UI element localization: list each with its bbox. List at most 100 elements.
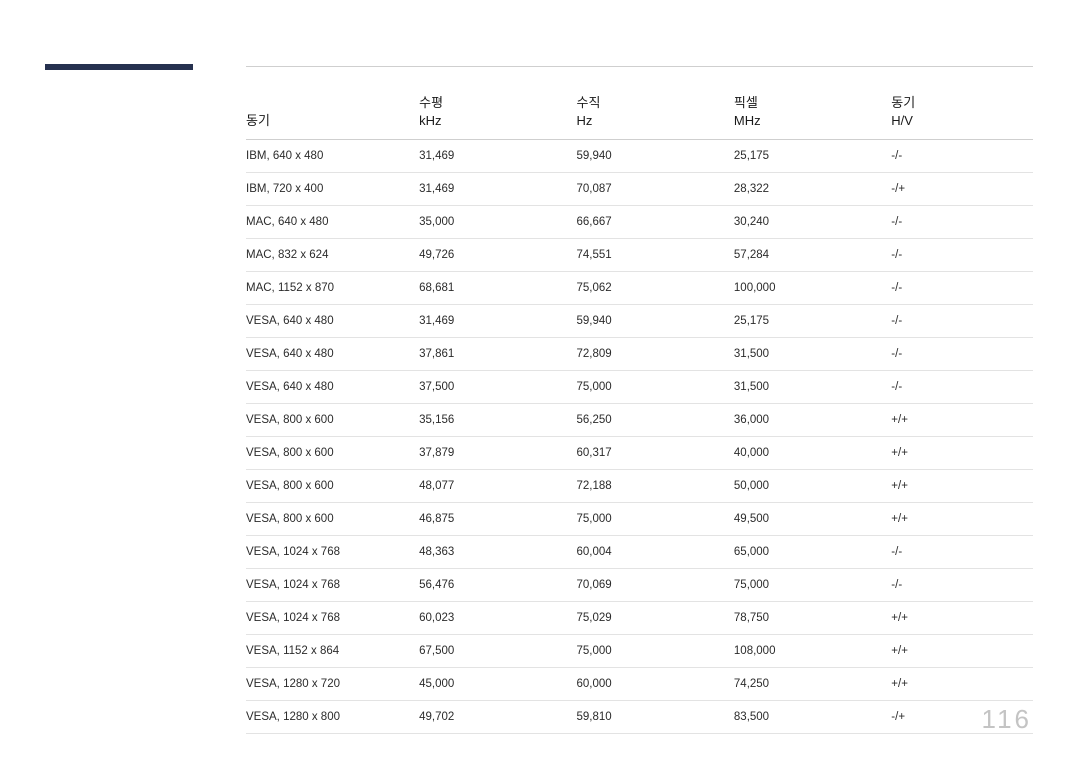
cell-pixel: 40,000 [734, 437, 891, 470]
cell-vertical: 75,000 [577, 503, 734, 536]
col-header-polarity: 동기 H/V [891, 94, 1033, 140]
cell-mode: VESA, 640 x 480 [246, 338, 419, 371]
cell-mode: VESA, 1280 x 720 [246, 668, 419, 701]
cell-polarity: +/+ [891, 470, 1033, 503]
cell-mode: IBM, 640 x 480 [246, 140, 419, 173]
cell-polarity: -/- [891, 305, 1033, 338]
cell-vertical: 56,250 [577, 404, 734, 437]
cell-pixel: 75,000 [734, 569, 891, 602]
table-row: IBM, 640 x 48031,46959,94025,175-/- [246, 140, 1033, 173]
cell-pixel: 36,000 [734, 404, 891, 437]
table-body: IBM, 640 x 48031,46959,94025,175-/-IBM, … [246, 140, 1033, 734]
cell-horizontal: 68,681 [419, 272, 576, 305]
cell-horizontal: 31,469 [419, 305, 576, 338]
cell-polarity: -/- [891, 239, 1033, 272]
cell-polarity: +/+ [891, 437, 1033, 470]
table-row: VESA, 800 x 60048,07772,18850,000+/+ [246, 470, 1033, 503]
cell-mode: IBM, 720 x 400 [246, 173, 419, 206]
cell-horizontal: 56,476 [419, 569, 576, 602]
cell-vertical: 72,188 [577, 470, 734, 503]
cell-mode: MAC, 640 x 480 [246, 206, 419, 239]
cell-vertical: 60,004 [577, 536, 734, 569]
cell-mode: VESA, 1024 x 768 [246, 602, 419, 635]
table-row: VESA, 1152 x 86467,50075,000108,000+/+ [246, 635, 1033, 668]
table-row: VESA, 1280 x 72045,00060,00074,250+/+ [246, 668, 1033, 701]
cell-polarity: +/+ [891, 503, 1033, 536]
cell-mode: VESA, 1024 x 768 [246, 536, 419, 569]
table-row: VESA, 640 x 48031,46959,94025,175-/- [246, 305, 1033, 338]
cell-vertical: 60,317 [577, 437, 734, 470]
col-header-line1: 동기 [246, 112, 413, 130]
cell-vertical: 75,000 [577, 635, 734, 668]
cell-mode: VESA, 800 x 600 [246, 503, 419, 536]
table-row: VESA, 1024 x 76856,47670,06975,000-/- [246, 569, 1033, 602]
cell-polarity: -/- [891, 206, 1033, 239]
cell-vertical: 66,667 [577, 206, 734, 239]
cell-horizontal: 49,726 [419, 239, 576, 272]
cell-horizontal: 49,702 [419, 701, 576, 734]
col-header-line2: MHz [734, 112, 885, 130]
col-header-line1: 동기 [891, 94, 1027, 112]
cell-vertical: 70,069 [577, 569, 734, 602]
cell-vertical: 74,551 [577, 239, 734, 272]
cell-pixel: 49,500 [734, 503, 891, 536]
cell-vertical: 60,000 [577, 668, 734, 701]
cell-polarity: -/- [891, 140, 1033, 173]
cell-mode: VESA, 1280 x 800 [246, 701, 419, 734]
table-row: MAC, 640 x 48035,00066,66730,240-/- [246, 206, 1033, 239]
table-row: VESA, 800 x 60035,15656,25036,000+/+ [246, 404, 1033, 437]
cell-horizontal: 35,000 [419, 206, 576, 239]
cell-pixel: 78,750 [734, 602, 891, 635]
cell-vertical: 72,809 [577, 338, 734, 371]
cell-polarity: -/- [891, 569, 1033, 602]
cell-pixel: 28,322 [734, 173, 891, 206]
col-header-line1: 픽셀 [734, 94, 885, 112]
cell-horizontal: 60,023 [419, 602, 576, 635]
cell-mode: MAC, 1152 x 870 [246, 272, 419, 305]
cell-horizontal: 46,875 [419, 503, 576, 536]
cell-horizontal: 45,000 [419, 668, 576, 701]
table-row: MAC, 832 x 62449,72674,55157,284-/- [246, 239, 1033, 272]
cell-pixel: 31,500 [734, 371, 891, 404]
cell-horizontal: 35,156 [419, 404, 576, 437]
cell-mode: VESA, 640 x 480 [246, 305, 419, 338]
top-rule [246, 66, 1033, 67]
accent-bar [45, 64, 193, 70]
cell-vertical: 75,000 [577, 371, 734, 404]
table-row: VESA, 1024 x 76860,02375,02978,750+/+ [246, 602, 1033, 635]
table-row: VESA, 1280 x 80049,70259,81083,500-/+ [246, 701, 1033, 734]
cell-mode: VESA, 640 x 480 [246, 371, 419, 404]
cell-horizontal: 31,469 [419, 173, 576, 206]
cell-polarity: -/- [891, 272, 1033, 305]
cell-pixel: 57,284 [734, 239, 891, 272]
cell-mode: VESA, 1152 x 864 [246, 635, 419, 668]
cell-mode: MAC, 832 x 624 [246, 239, 419, 272]
cell-polarity: +/+ [891, 635, 1033, 668]
cell-pixel: 74,250 [734, 668, 891, 701]
col-header-line2: H/V [891, 112, 1027, 130]
cell-mode: VESA, 800 x 600 [246, 470, 419, 503]
table-header-row: 동기 수평 kHz 수직 Hz 픽셀 MHz [246, 94, 1033, 140]
col-header-line1: 수평 [419, 94, 570, 112]
page: 동기 수평 kHz 수직 Hz 픽셀 MHz [0, 0, 1080, 763]
cell-polarity: -/- [891, 536, 1033, 569]
col-header-pixel: 픽셀 MHz [734, 94, 891, 140]
cell-mode: VESA, 800 x 600 [246, 404, 419, 437]
cell-pixel: 83,500 [734, 701, 891, 734]
cell-vertical: 59,940 [577, 305, 734, 338]
cell-polarity: -/- [891, 371, 1033, 404]
col-header-line2: kHz [419, 112, 570, 130]
col-header-sync-mode: 동기 [246, 94, 419, 140]
table-row: VESA, 800 x 60046,87575,00049,500+/+ [246, 503, 1033, 536]
cell-vertical: 75,029 [577, 602, 734, 635]
table-row: IBM, 720 x 40031,46970,08728,322-/+ [246, 173, 1033, 206]
cell-pixel: 31,500 [734, 338, 891, 371]
cell-polarity: +/+ [891, 404, 1033, 437]
table-row: VESA, 800 x 60037,87960,31740,000+/+ [246, 437, 1033, 470]
cell-pixel: 108,000 [734, 635, 891, 668]
cell-polarity: +/+ [891, 602, 1033, 635]
cell-horizontal: 31,469 [419, 140, 576, 173]
cell-horizontal: 37,861 [419, 338, 576, 371]
cell-pixel: 100,000 [734, 272, 891, 305]
cell-horizontal: 48,077 [419, 470, 576, 503]
